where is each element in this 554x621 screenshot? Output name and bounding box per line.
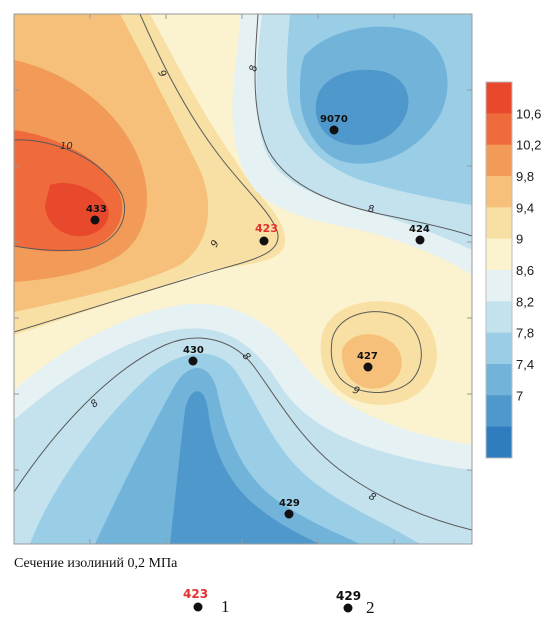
legend-well-marker <box>343 603 353 613</box>
map-frame <box>13 13 473 545</box>
contour-8-ne <box>254 14 472 237</box>
scale-label: 7,8 <box>516 326 534 341</box>
scale-swatch <box>486 113 512 146</box>
legend-item-2: 429 2 <box>336 589 375 617</box>
contour-label: 8 <box>89 398 101 411</box>
contour-interval-caption: Сечение изолиний 0,2 МПа <box>14 556 178 571</box>
color-scale-legend: 10,6 10,2 9,8 9,4 9 8,6 8,2 7,8 7,4 7 <box>485 81 541 459</box>
scale-border <box>485 81 513 459</box>
scale-swatch <box>486 301 512 334</box>
well-marker <box>284 509 294 519</box>
contour-label: 8 <box>248 64 260 72</box>
contour-label: 9 <box>351 385 361 398</box>
scale-swatch <box>486 270 512 302</box>
scale-swatch <box>486 207 512 240</box>
low-pressure-s-core <box>170 391 320 544</box>
well-9070[interactable]: 9070 <box>320 114 348 135</box>
contour-9-427 <box>330 311 422 393</box>
contour-labels: 10 9 8 9 8 8 9 8 8 <box>60 64 378 503</box>
scale-swatch <box>486 176 512 208</box>
well-marker <box>90 215 100 225</box>
scale-label: 9,4 <box>516 200 534 215</box>
scale-swatch <box>486 238 512 271</box>
well-marker <box>188 356 198 366</box>
well-427[interactable]: 427 <box>357 351 378 372</box>
well-legend: 423 1 429 2 <box>183 587 375 617</box>
well-label: 9070 <box>320 114 348 125</box>
pressure-contour-map: 10 9 8 9 8 8 9 8 8 433 423 9070 <box>14 14 472 544</box>
scale-swatch <box>486 395 512 428</box>
contour-label: 9 <box>155 69 168 79</box>
scale-label: 8,2 <box>516 294 534 309</box>
legend-number: 2 <box>366 598 375 617</box>
legend-item-1: 423 1 <box>183 587 230 616</box>
well-label: 429 <box>279 498 300 509</box>
scale-swatch <box>486 144 512 177</box>
scale-label: 7 <box>516 388 523 403</box>
well-429[interactable]: 429 <box>279 498 300 519</box>
scale-label: 10,6 <box>516 106 541 121</box>
contour-10 <box>14 139 126 252</box>
contour-label: 10 <box>60 141 73 152</box>
legend-well-marker <box>193 602 203 612</box>
contour-label: 8 <box>367 491 378 504</box>
legend-well-label: 429 <box>336 589 361 603</box>
scale-label: 9,8 <box>516 169 534 184</box>
well-label: 424 <box>409 224 430 235</box>
legend-well-label: 423 <box>183 587 208 601</box>
well-marker <box>363 362 373 372</box>
scale-label: 10,2 <box>516 138 541 153</box>
contour-9-west <box>14 14 279 333</box>
low-pressure-s-7-4 <box>95 368 360 544</box>
well-430[interactable]: 430 <box>183 345 204 366</box>
scale-label: 7,4 <box>516 357 534 372</box>
legend-number: 1 <box>221 597 230 616</box>
well-marker <box>259 236 269 246</box>
contour-lines <box>14 14 472 531</box>
scale-swatch <box>486 332 512 365</box>
contour-8-s <box>14 337 472 531</box>
contour-label: 8 <box>368 204 374 215</box>
contour-label: 8 <box>240 351 253 363</box>
scale-swatch <box>486 426 512 459</box>
frame-ticks <box>14 14 472 544</box>
well-label: 427 <box>357 351 378 362</box>
well-433[interactable]: 433 <box>86 204 107 225</box>
scale-swatch <box>486 364 512 396</box>
local-high-427-core <box>341 334 402 389</box>
well-label: 433 <box>86 204 107 215</box>
scale-label: 9 <box>516 232 523 247</box>
well-label: 423 <box>255 222 278 235</box>
contour-label: 9 <box>209 238 222 249</box>
low-pressure-ne-core <box>315 69 409 145</box>
well-label: 430 <box>183 345 204 356</box>
well-424[interactable]: 424 <box>409 224 430 245</box>
well-marker <box>329 125 339 135</box>
scale-label: 8,6 <box>516 263 534 278</box>
well-423[interactable]: 423 <box>255 222 278 246</box>
wells: 433 423 9070 424 430 427 <box>86 114 430 519</box>
well-marker <box>415 235 425 245</box>
scale-swatch <box>486 82 512 114</box>
